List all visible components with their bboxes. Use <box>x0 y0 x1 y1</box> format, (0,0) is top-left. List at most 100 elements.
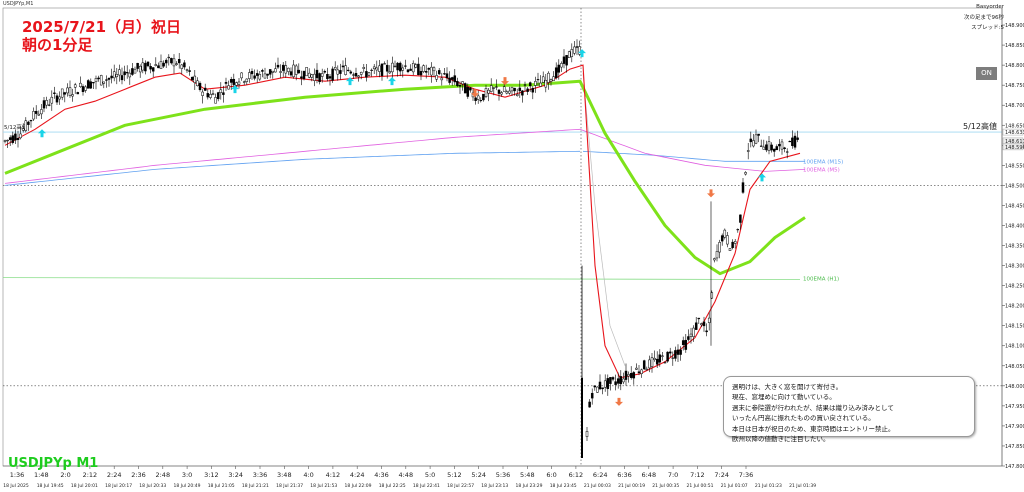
candle-body <box>404 65 407 67</box>
down-arrow-icon <box>707 189 715 198</box>
spread-readout: スプレッド:5 <box>971 25 1004 31</box>
candle-body <box>157 65 160 69</box>
candle-body <box>469 87 472 91</box>
up-arrow-icon <box>388 77 396 86</box>
date-tick-label: 18 Jul 21:37 <box>276 483 303 489</box>
candle-body <box>123 71 126 76</box>
date-tick-label: 18 Jul 22:09 <box>345 483 372 489</box>
candle-body <box>380 63 384 76</box>
candle-body <box>521 90 524 96</box>
price-box-label: 148.596 <box>1005 145 1024 151</box>
candle-body <box>534 81 537 86</box>
candle-body <box>318 73 321 83</box>
price-tick-label: 148.100 <box>1005 344 1024 350</box>
candle-body <box>372 66 376 70</box>
candle-body <box>554 67 558 79</box>
time-tick-label: 1:48 <box>34 471 49 479</box>
date-tick-label: 18 Jul 23:29 <box>516 483 543 489</box>
indicator-name: Basyorder <box>976 4 1004 10</box>
candle-body <box>601 387 604 390</box>
candle-body <box>144 62 147 72</box>
time-tick-label: 5:36 <box>496 471 511 479</box>
candle-body <box>92 81 95 84</box>
on-toggle-button[interactable]: ON <box>976 67 997 80</box>
candle-body <box>346 69 350 71</box>
candle-body <box>619 376 623 385</box>
candle-body <box>733 241 737 244</box>
candle-body <box>333 67 337 70</box>
candle-body <box>557 64 561 73</box>
candle-body <box>788 140 792 143</box>
candle-body <box>705 330 708 333</box>
candle-body <box>141 62 145 71</box>
candle-body <box>422 65 425 72</box>
candle-body <box>115 74 119 78</box>
candle-body <box>34 110 38 114</box>
time-tick-label: 4:48 <box>398 471 413 479</box>
candle-body <box>541 76 545 83</box>
ema-m15-line <box>4 150 581 186</box>
candle-body <box>744 172 747 175</box>
price-tick-label: 148.450 <box>1005 203 1024 209</box>
candle-body <box>645 368 649 371</box>
candle-body <box>60 88 64 98</box>
candle-body <box>463 83 467 94</box>
candle-body <box>326 74 329 80</box>
candle-body <box>767 141 771 151</box>
date-tick-label: 18 Jul 22:25 <box>379 483 406 489</box>
candle-body <box>560 63 563 68</box>
candle-body <box>344 65 347 75</box>
candle-body <box>752 140 755 147</box>
candle-body <box>791 137 794 146</box>
candle-body <box>357 75 360 78</box>
candle-body <box>196 80 199 87</box>
candle-body <box>209 94 212 98</box>
candle-body <box>720 235 724 242</box>
next-bar-timer: 次の足まで96秒 <box>964 15 1004 21</box>
candle-body <box>785 151 789 153</box>
candles <box>3 39 799 458</box>
candle-body <box>450 77 454 80</box>
candle-body <box>131 68 134 75</box>
candle-body <box>765 144 768 151</box>
candle-body <box>492 87 496 89</box>
candle-body <box>110 75 113 79</box>
date-tick-label: 18 Jul 21:05 <box>208 483 235 489</box>
date-tick-label: 18 Jul 19:45 <box>37 483 64 489</box>
date-tick-label: 18 Jul 23:45 <box>550 483 577 489</box>
candle-body <box>32 111 35 120</box>
candle-body <box>562 56 566 64</box>
candle-body <box>694 322 698 330</box>
ema-m5-line <box>4 128 806 184</box>
time-tick-label: 7:24 <box>714 471 729 479</box>
candle-body <box>487 89 490 94</box>
candle-body <box>445 73 449 79</box>
candle-body <box>726 235 729 245</box>
candle-body <box>27 121 30 125</box>
candle-body <box>606 378 610 389</box>
candle-body <box>94 78 98 82</box>
candle-body <box>627 374 630 377</box>
candle-body <box>271 70 275 73</box>
candle-body <box>749 138 753 143</box>
candle-body <box>443 73 446 75</box>
candle-body <box>510 87 514 92</box>
candle-body <box>650 357 654 367</box>
candle-body <box>292 64 295 77</box>
candle-body <box>255 73 259 76</box>
candle-body <box>536 79 540 81</box>
candle-body <box>783 147 786 149</box>
candle-body <box>515 93 519 96</box>
candle-body <box>245 78 249 82</box>
candle-body <box>757 133 760 136</box>
price-tick-label: 148.350 <box>1005 244 1024 250</box>
ema-fast-line <box>4 64 801 379</box>
candle-body <box>248 72 251 79</box>
candle-body <box>739 214 742 223</box>
candle-body <box>128 72 132 78</box>
candle-body <box>500 92 503 95</box>
note-line: 週明けは、大きく窓を開けて寄付き。 <box>732 383 843 391</box>
candle-body <box>573 46 576 54</box>
price-box-label: 148.611 <box>1005 139 1024 145</box>
